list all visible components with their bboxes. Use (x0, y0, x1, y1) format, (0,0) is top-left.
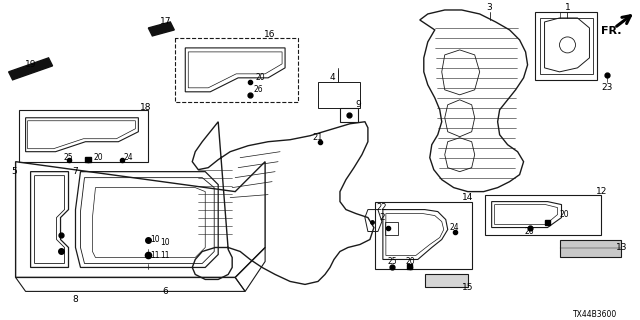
Text: 3: 3 (487, 4, 493, 12)
Text: 9: 9 (355, 100, 361, 109)
Text: 5: 5 (12, 167, 17, 176)
Bar (545, 220, 550, 225)
Text: 16: 16 (264, 30, 276, 39)
Text: 24: 24 (124, 153, 133, 162)
Text: 20: 20 (560, 210, 570, 219)
Text: 21: 21 (313, 133, 323, 142)
Text: 20: 20 (405, 257, 415, 266)
Text: 2: 2 (379, 213, 385, 222)
Text: 26: 26 (525, 227, 534, 236)
Text: 20: 20 (255, 73, 265, 82)
Text: 22: 22 (376, 203, 387, 212)
Text: 14: 14 (462, 193, 474, 202)
Text: 18: 18 (140, 103, 151, 112)
Bar (407, 264, 412, 269)
Text: 11: 11 (150, 251, 160, 260)
Text: 23: 23 (602, 83, 613, 92)
Text: 10: 10 (150, 235, 160, 244)
Text: 6: 6 (163, 287, 168, 296)
Text: 10: 10 (161, 238, 170, 247)
Text: 8: 8 (72, 295, 78, 304)
Text: TX44B3600: TX44B3600 (573, 310, 618, 319)
Text: 17: 17 (159, 18, 171, 27)
Text: 13: 13 (616, 243, 627, 252)
Text: 15: 15 (462, 283, 474, 292)
Polygon shape (559, 239, 621, 258)
Text: 12: 12 (596, 187, 607, 196)
Text: FR.: FR. (601, 26, 621, 36)
Text: 20: 20 (93, 153, 103, 162)
Bar (86, 157, 92, 162)
Text: 4: 4 (329, 73, 335, 82)
Polygon shape (148, 22, 174, 36)
Text: 7: 7 (72, 167, 78, 176)
Polygon shape (8, 58, 52, 80)
Text: 26: 26 (253, 85, 263, 94)
Text: 1: 1 (564, 4, 570, 12)
Text: 25: 25 (387, 257, 397, 266)
Text: 19: 19 (25, 60, 36, 69)
Text: 25: 25 (64, 153, 74, 162)
Text: 24: 24 (450, 223, 460, 232)
Polygon shape (425, 275, 468, 287)
Text: 11: 11 (161, 251, 170, 260)
